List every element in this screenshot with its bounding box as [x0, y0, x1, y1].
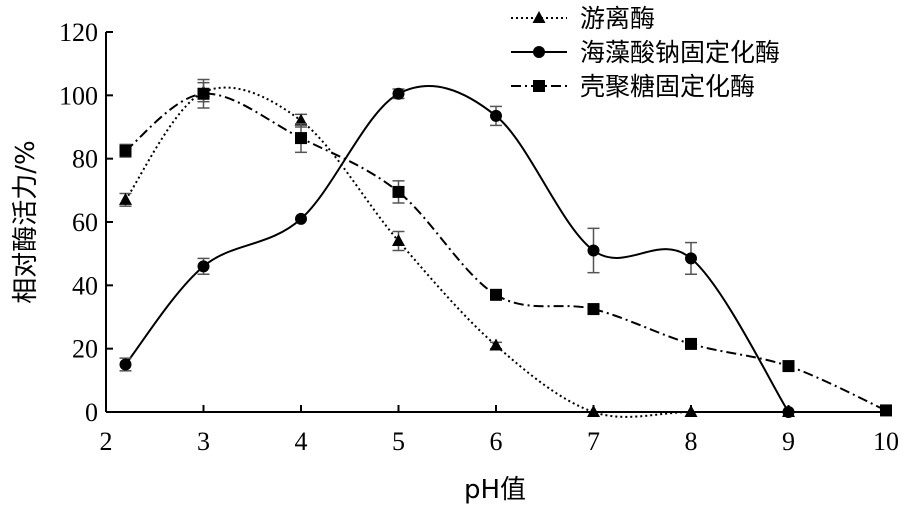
y-axis-title: 相对酶活力/% [11, 140, 41, 303]
series-layer [119, 78, 892, 418]
legend-label: 海藻酸钠固定化酶 [580, 38, 780, 67]
data-point [119, 144, 132, 157]
series-2 [119, 85, 795, 418]
data-point [587, 405, 600, 417]
x-tick-label: 2 [100, 427, 113, 456]
data-point [295, 212, 307, 225]
x-tick-label: 4 [295, 427, 308, 456]
data-point [587, 244, 600, 257]
y-tick-label: 20 [72, 335, 98, 364]
data-point [119, 358, 132, 371]
data-point [587, 303, 600, 316]
data-point [119, 192, 132, 205]
series-line [124, 85, 790, 413]
x-tick-label: 8 [685, 427, 698, 456]
series-3 [119, 78, 892, 417]
y-tick-label: 120 [59, 18, 98, 47]
y-tick-label: 0 [85, 398, 98, 427]
x-tick-label: 5 [392, 427, 405, 456]
data-point [197, 260, 210, 273]
data-point [880, 404, 892, 417]
legend-marker [532, 11, 546, 23]
legend-label: 壳聚糖固定化酶 [580, 72, 755, 101]
data-point [197, 87, 210, 100]
data-point [392, 234, 405, 246]
series-line [124, 86, 789, 418]
axes: 0 20 40 60 80 100 120 2 3 4 5 6 7 8 9 10 [59, 18, 899, 456]
data-point [490, 109, 502, 122]
series-line [124, 92, 887, 412]
y-tick-label: 60 [72, 208, 98, 237]
data-point [392, 185, 405, 198]
x-tick-label: 10 [873, 427, 899, 456]
x-tick-label: 6 [490, 427, 503, 456]
legend-marker [533, 46, 545, 58]
x-tick-label: 9 [782, 427, 795, 456]
y-tick-label: 100 [59, 81, 98, 110]
data-point [685, 252, 697, 265]
x-tick-label: 7 [587, 427, 600, 456]
data-point [685, 337, 697, 350]
data-point [295, 132, 307, 145]
y-tick-label: 40 [72, 271, 98, 300]
data-point [294, 113, 308, 126]
data-point [392, 87, 405, 100]
data-point [489, 338, 503, 351]
data-point [490, 288, 502, 301]
series-1 [119, 81, 795, 418]
legend-label: 游离酶 [580, 4, 655, 33]
legend-marker [533, 80, 545, 92]
y-tick-label: 80 [72, 145, 98, 174]
x-tick-label: 3 [197, 427, 210, 456]
data-point [782, 360, 795, 373]
data-point [782, 406, 795, 418]
data-point [684, 405, 698, 417]
x-axis-title: pH值 [464, 475, 526, 505]
